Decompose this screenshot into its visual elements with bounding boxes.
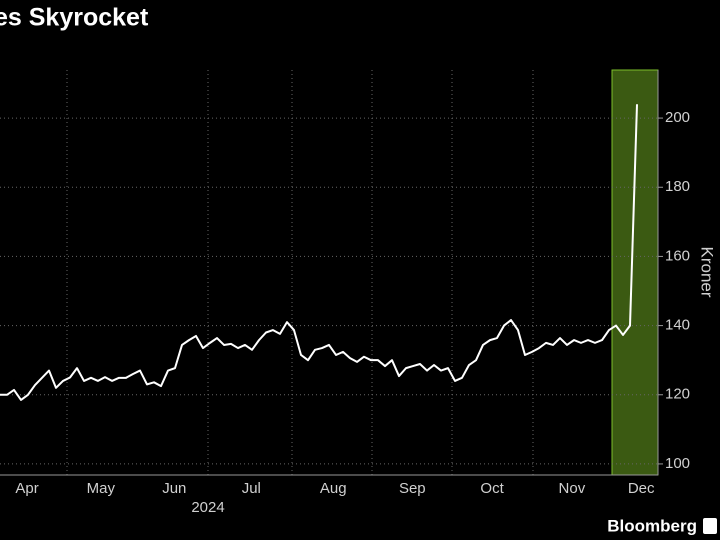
y-tick-label: 180 — [665, 178, 690, 195]
x-tick-label: Jun — [162, 480, 186, 497]
chart-title: es Skyrocket — [0, 4, 149, 32]
x-tick-label: Nov — [559, 480, 586, 497]
x-tick-label: Dec — [628, 480, 655, 497]
y-tick-label: 120 — [665, 386, 690, 403]
y-tick-label: 100 — [665, 455, 690, 472]
y-tick-label: 200 — [665, 109, 690, 126]
y-tick-label: 160 — [665, 247, 690, 264]
source-logo: Bloomberg — [607, 516, 697, 535]
x-tick-label: Apr — [15, 480, 38, 497]
y-axis-title: Kroner — [698, 246, 717, 297]
x-tick-label: Oct — [480, 480, 504, 497]
x-tick-label: Sep — [399, 480, 426, 497]
x-tick-label: Jul — [242, 480, 261, 497]
x-tick-label: May — [87, 480, 116, 497]
logo-icon — [703, 518, 717, 534]
highlight-region — [611, 69, 659, 476]
y-tick-label: 140 — [665, 317, 690, 334]
price-line — [0, 104, 638, 401]
x-tick-label: Aug — [320, 480, 347, 497]
month-grid — [66, 70, 534, 475]
year-label: 2024 — [191, 499, 224, 516]
